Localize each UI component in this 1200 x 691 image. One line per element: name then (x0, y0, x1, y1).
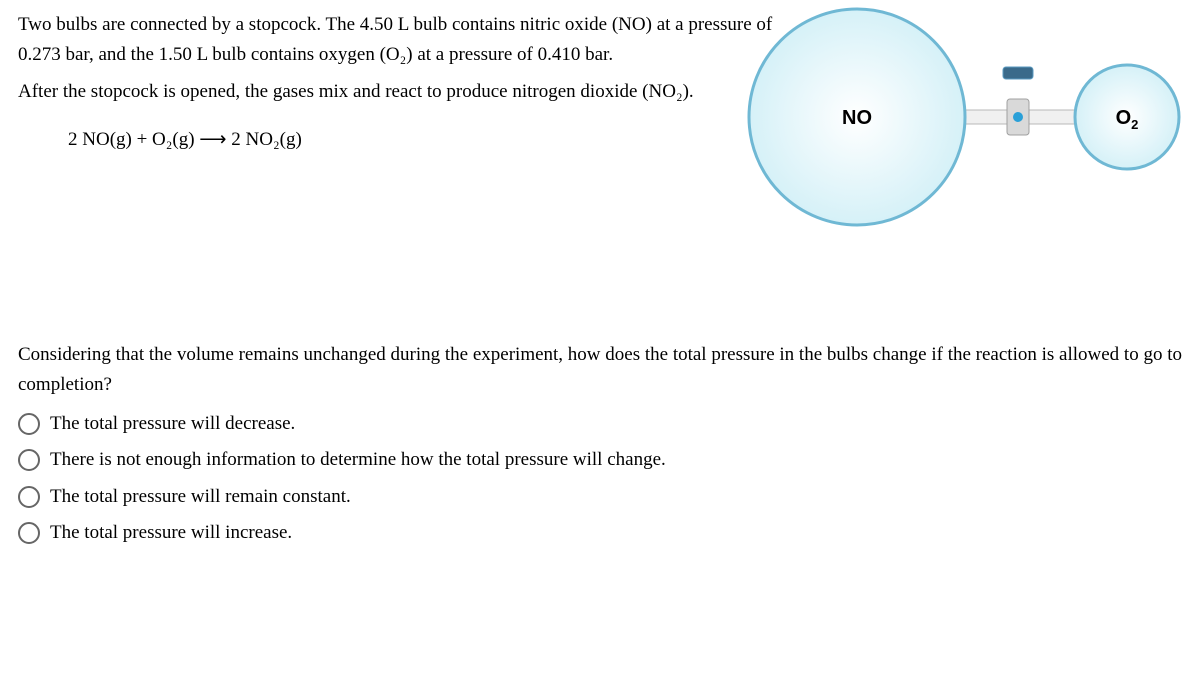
radio-icon (18, 449, 40, 471)
question-text: Considering that the volume remains unch… (18, 340, 1182, 401)
problem-region: Two bulbs are connected by a stopcock. T… (18, 10, 1182, 260)
option-label: The total pressure will decrease. (50, 409, 295, 439)
option-1[interactable]: There is not enough information to deter… (18, 445, 1182, 475)
stopcock-handle (1003, 67, 1033, 79)
option-0[interactable]: The total pressure will decrease. (18, 409, 1182, 439)
stopcock-center (1013, 112, 1023, 122)
label-no: NO (842, 107, 872, 129)
option-2[interactable]: The total pressure will remain constant. (18, 482, 1182, 512)
bulbs-diagram: NO O2 (742, 2, 1182, 232)
radio-icon (18, 486, 40, 508)
radio-icon (18, 522, 40, 544)
paragraph-1: Two bulbs are connected by a stopcock. T… (18, 10, 798, 71)
stopcock (1003, 67, 1033, 135)
question-block: Considering that the volume remains unch… (18, 340, 1182, 548)
paragraph-2: After the stopcock is opened, the gases … (18, 77, 798, 107)
radio-icon (18, 413, 40, 435)
option-label: There is not enough information to deter… (50, 445, 666, 475)
option-3[interactable]: The total pressure will increase. (18, 518, 1182, 548)
option-label: The total pressure will remain constant. (50, 482, 351, 512)
option-label: The total pressure will increase. (50, 518, 292, 548)
